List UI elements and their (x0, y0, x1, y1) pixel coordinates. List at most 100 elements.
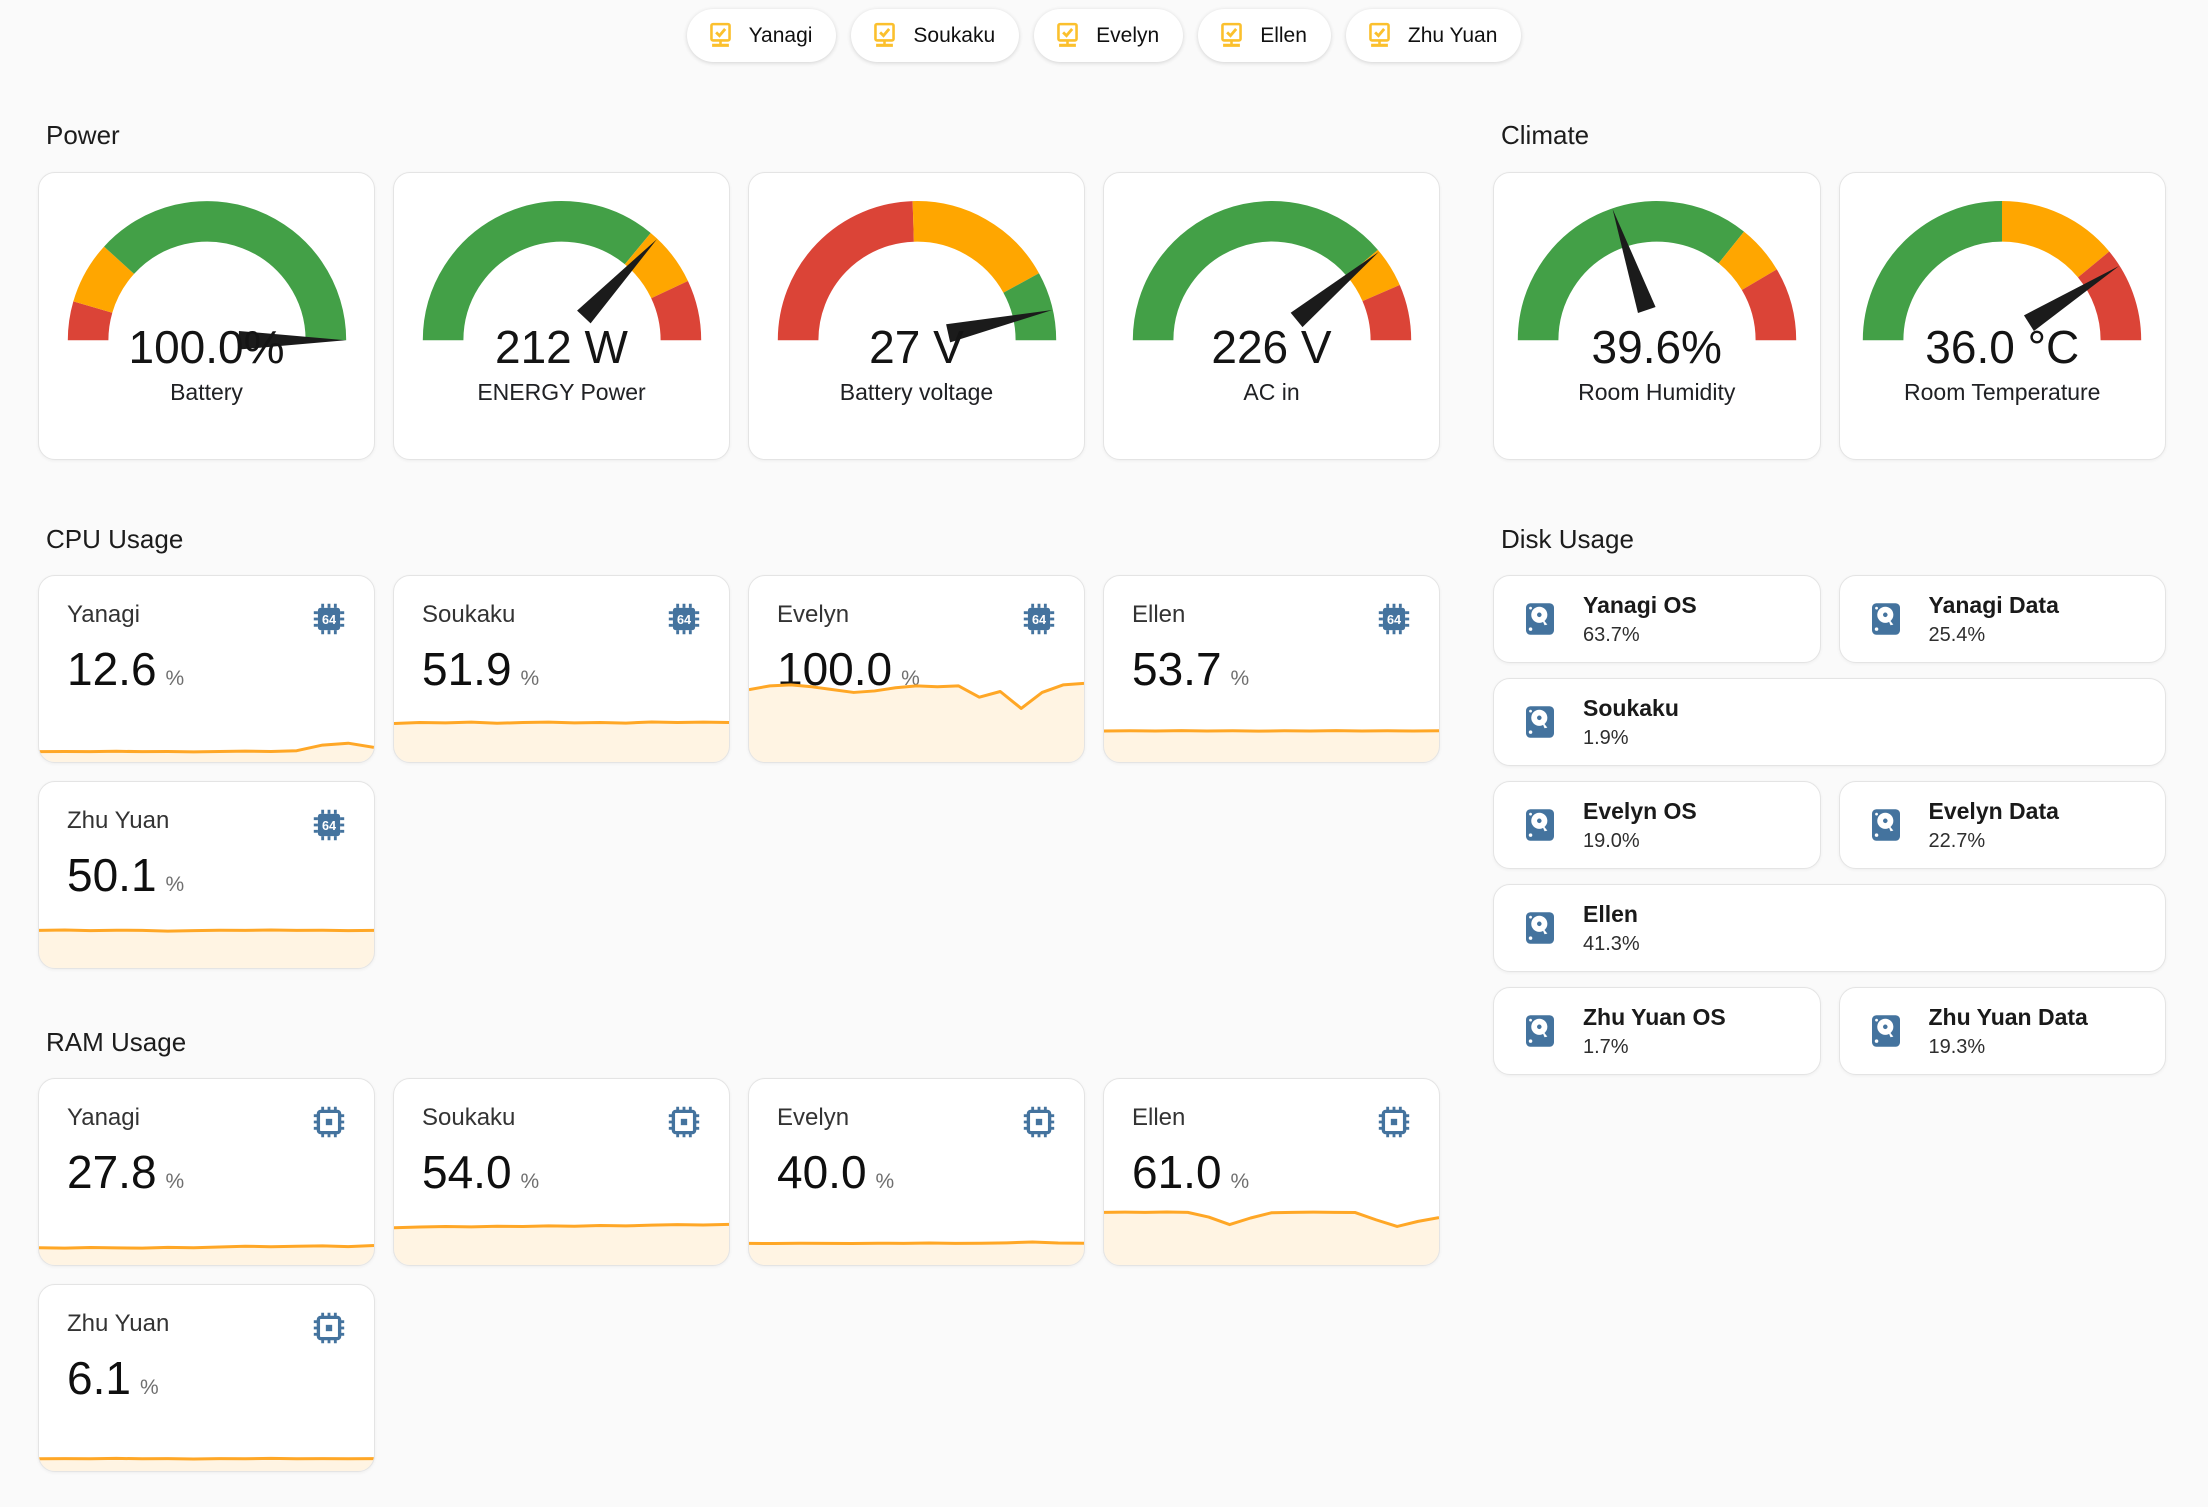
ram-card-ellen[interactable]: Ellen 61.0% (1103, 1078, 1440, 1266)
section-title-disk: Disk Usage (1501, 524, 1634, 554)
gauge-value: 212 W (495, 321, 628, 373)
gauge-arc (67, 201, 346, 350)
harddisk-icon (1519, 701, 1561, 743)
chip-zhu-yuan[interactable]: Zhu Yuan (1345, 9, 1522, 62)
disk-title: Ellen (1583, 900, 1638, 927)
chip-ellen[interactable]: Ellen (1198, 9, 1331, 62)
gauge-value: 36.0 °C (1925, 321, 2080, 373)
disk-title: Evelyn Data (1928, 797, 2059, 824)
memory-icon (665, 1103, 703, 1141)
gauge-value: 27 V (869, 321, 964, 373)
host-name: Soukaku (422, 601, 516, 628)
gauge-label: AC in (1243, 379, 1300, 405)
svg-text:64: 64 (322, 819, 336, 833)
cpu-card-yanagi[interactable]: Yanagi 12.6% 64 (38, 575, 375, 763)
gauge-card-room-temperature[interactable]: 36.0 °C Room Temperature (1838, 172, 2166, 460)
unit-label: % (1230, 1170, 1250, 1193)
cpu-64-bit-icon: 64 (310, 600, 348, 638)
disk-card-zhu-yuan-os[interactable]: Zhu Yuan OS 1.7% (1493, 987, 1821, 1075)
chip-label: Ellen (1260, 23, 1307, 47)
cpu-value: 51.9% (422, 643, 540, 695)
memory-icon (310, 1103, 348, 1141)
sparkline (39, 678, 374, 762)
gauge-card-battery-voltage[interactable]: 27 V Battery voltage (748, 172, 1085, 460)
gauge-card-energy-power[interactable]: 212 W ENERGY Power (393, 172, 730, 460)
disk-card-yanagi-os[interactable]: Yanagi OS 63.7% (1493, 575, 1821, 663)
ram-card-zhu-yuan[interactable]: Zhu Yuan 6.1% (38, 1284, 375, 1472)
disk-value: 19.3% (1928, 1035, 1986, 1058)
harddisk-icon (1865, 804, 1907, 846)
unit-label: % (520, 1170, 540, 1193)
host-name: Yanagi (67, 601, 140, 628)
section-title-cpu: CPU Usage (46, 524, 184, 554)
gauge-value: 100.0% (128, 321, 285, 373)
unit-label: % (139, 1376, 159, 1399)
cpu-64-bit-icon: 64 (310, 806, 348, 844)
gauge-value: 226 V (1211, 321, 1332, 373)
sparkline (394, 1181, 729, 1265)
host-name: Evelyn (777, 601, 850, 628)
gauge-arc (422, 201, 701, 341)
ram-value: 40.0% (777, 1146, 895, 1198)
harddisk-icon (1519, 804, 1561, 846)
cpu-64-bit-icon: 64 (665, 600, 703, 638)
sparkline (749, 1181, 1084, 1265)
disk-value: 41.3% (1583, 932, 1640, 955)
disk-value: 22.7% (1928, 829, 1986, 852)
chip-soukaku[interactable]: Soukaku (851, 9, 1020, 62)
section-title-climate: Climate (1501, 120, 1590, 150)
disk-value: 19.0% (1583, 829, 1640, 852)
svg-text:64: 64 (677, 613, 691, 627)
sparkline (39, 1181, 374, 1265)
memory-icon (1020, 1103, 1058, 1141)
disk-title: Soukaku (1583, 694, 1679, 721)
section-title-ram: RAM Usage (46, 1027, 187, 1057)
gauge-label: Battery voltage (839, 379, 994, 405)
disk-value: 25.4% (1928, 623, 1986, 646)
sparkline (1104, 678, 1439, 762)
disk-card-evelyn-data[interactable]: Evelyn Data 22.7% (1838, 781, 2166, 869)
monitor-check-icon (705, 20, 736, 51)
cpu-card-ellen[interactable]: Ellen 53.7% 64 (1103, 575, 1440, 763)
ram-card-soukaku[interactable]: Soukaku 54.0% (393, 1078, 730, 1266)
ram-value: 27.8% (67, 1146, 185, 1198)
cpu-64-bit-icon: 64 (1375, 600, 1413, 638)
ram-value: 54.0% (422, 1146, 540, 1198)
harddisk-icon (1519, 1010, 1561, 1052)
svg-text:64: 64 (322, 613, 336, 627)
gauge-arc (1517, 201, 1796, 341)
svg-text:64: 64 (1032, 613, 1046, 627)
cpu-card-soukaku[interactable]: Soukaku 51.9% 64 (393, 575, 730, 763)
cpu-card-evelyn[interactable]: Evelyn 100.0% 64 (748, 575, 1085, 763)
disk-card-yanagi-data[interactable]: Yanagi Data 25.4% (1838, 575, 2166, 663)
disk-card-soukaku[interactable]: Soukaku 1.9% (1493, 678, 2166, 766)
gauge-value: 39.6% (1591, 321, 1722, 373)
ram-card-yanagi[interactable]: Yanagi 27.8% (38, 1078, 375, 1266)
cpu-card-grid: Yanagi 12.6% 64 Soukaku 51.9% 6 (38, 575, 1440, 969)
climate-gauge-row: 39.6% Room Humidity 36.0 °C Room Tempera… (1493, 172, 2166, 460)
unit-label: % (165, 667, 185, 690)
gauge-card-battery[interactable]: 100.0% Battery (38, 172, 375, 460)
unit-label: % (901, 667, 920, 690)
cpu-value: 12.6% (67, 643, 185, 695)
chip-label: Evelyn (1096, 23, 1160, 47)
chip-evelyn[interactable]: Evelyn (1034, 9, 1184, 62)
gauge-card-ac-in[interactable]: 226 V AC in (1103, 172, 1440, 460)
disk-title: Yanagi OS (1583, 591, 1697, 618)
unit-label: % (165, 873, 185, 896)
cpu-card-zhu-yuan[interactable]: Zhu Yuan 50.1% 64 (38, 781, 375, 969)
gauge-arc (1863, 201, 2142, 341)
sparkline (749, 678, 1084, 762)
gauge-card-room-humidity[interactable]: 39.6% Room Humidity (1493, 172, 1821, 460)
chip-yanagi[interactable]: Yanagi (686, 9, 837, 62)
chip-label: Zhu Yuan (1407, 23, 1498, 47)
disk-card-zhu-yuan-data[interactable]: Zhu Yuan Data 19.3% (1838, 987, 2166, 1075)
cpu-value: 50.1% (67, 849, 185, 901)
gauge-arc (777, 201, 1056, 343)
disk-card-evelyn-os[interactable]: Evelyn OS 19.0% (1493, 781, 1821, 869)
disk-title: Zhu Yuan Data (1928, 1003, 2088, 1030)
disk-card-ellen[interactable]: Ellen 41.3% (1493, 884, 2166, 972)
host-name: Soukaku (422, 1104, 516, 1131)
ram-card-evelyn[interactable]: Evelyn 40.0% (748, 1078, 1085, 1266)
unit-label: % (875, 1170, 895, 1193)
